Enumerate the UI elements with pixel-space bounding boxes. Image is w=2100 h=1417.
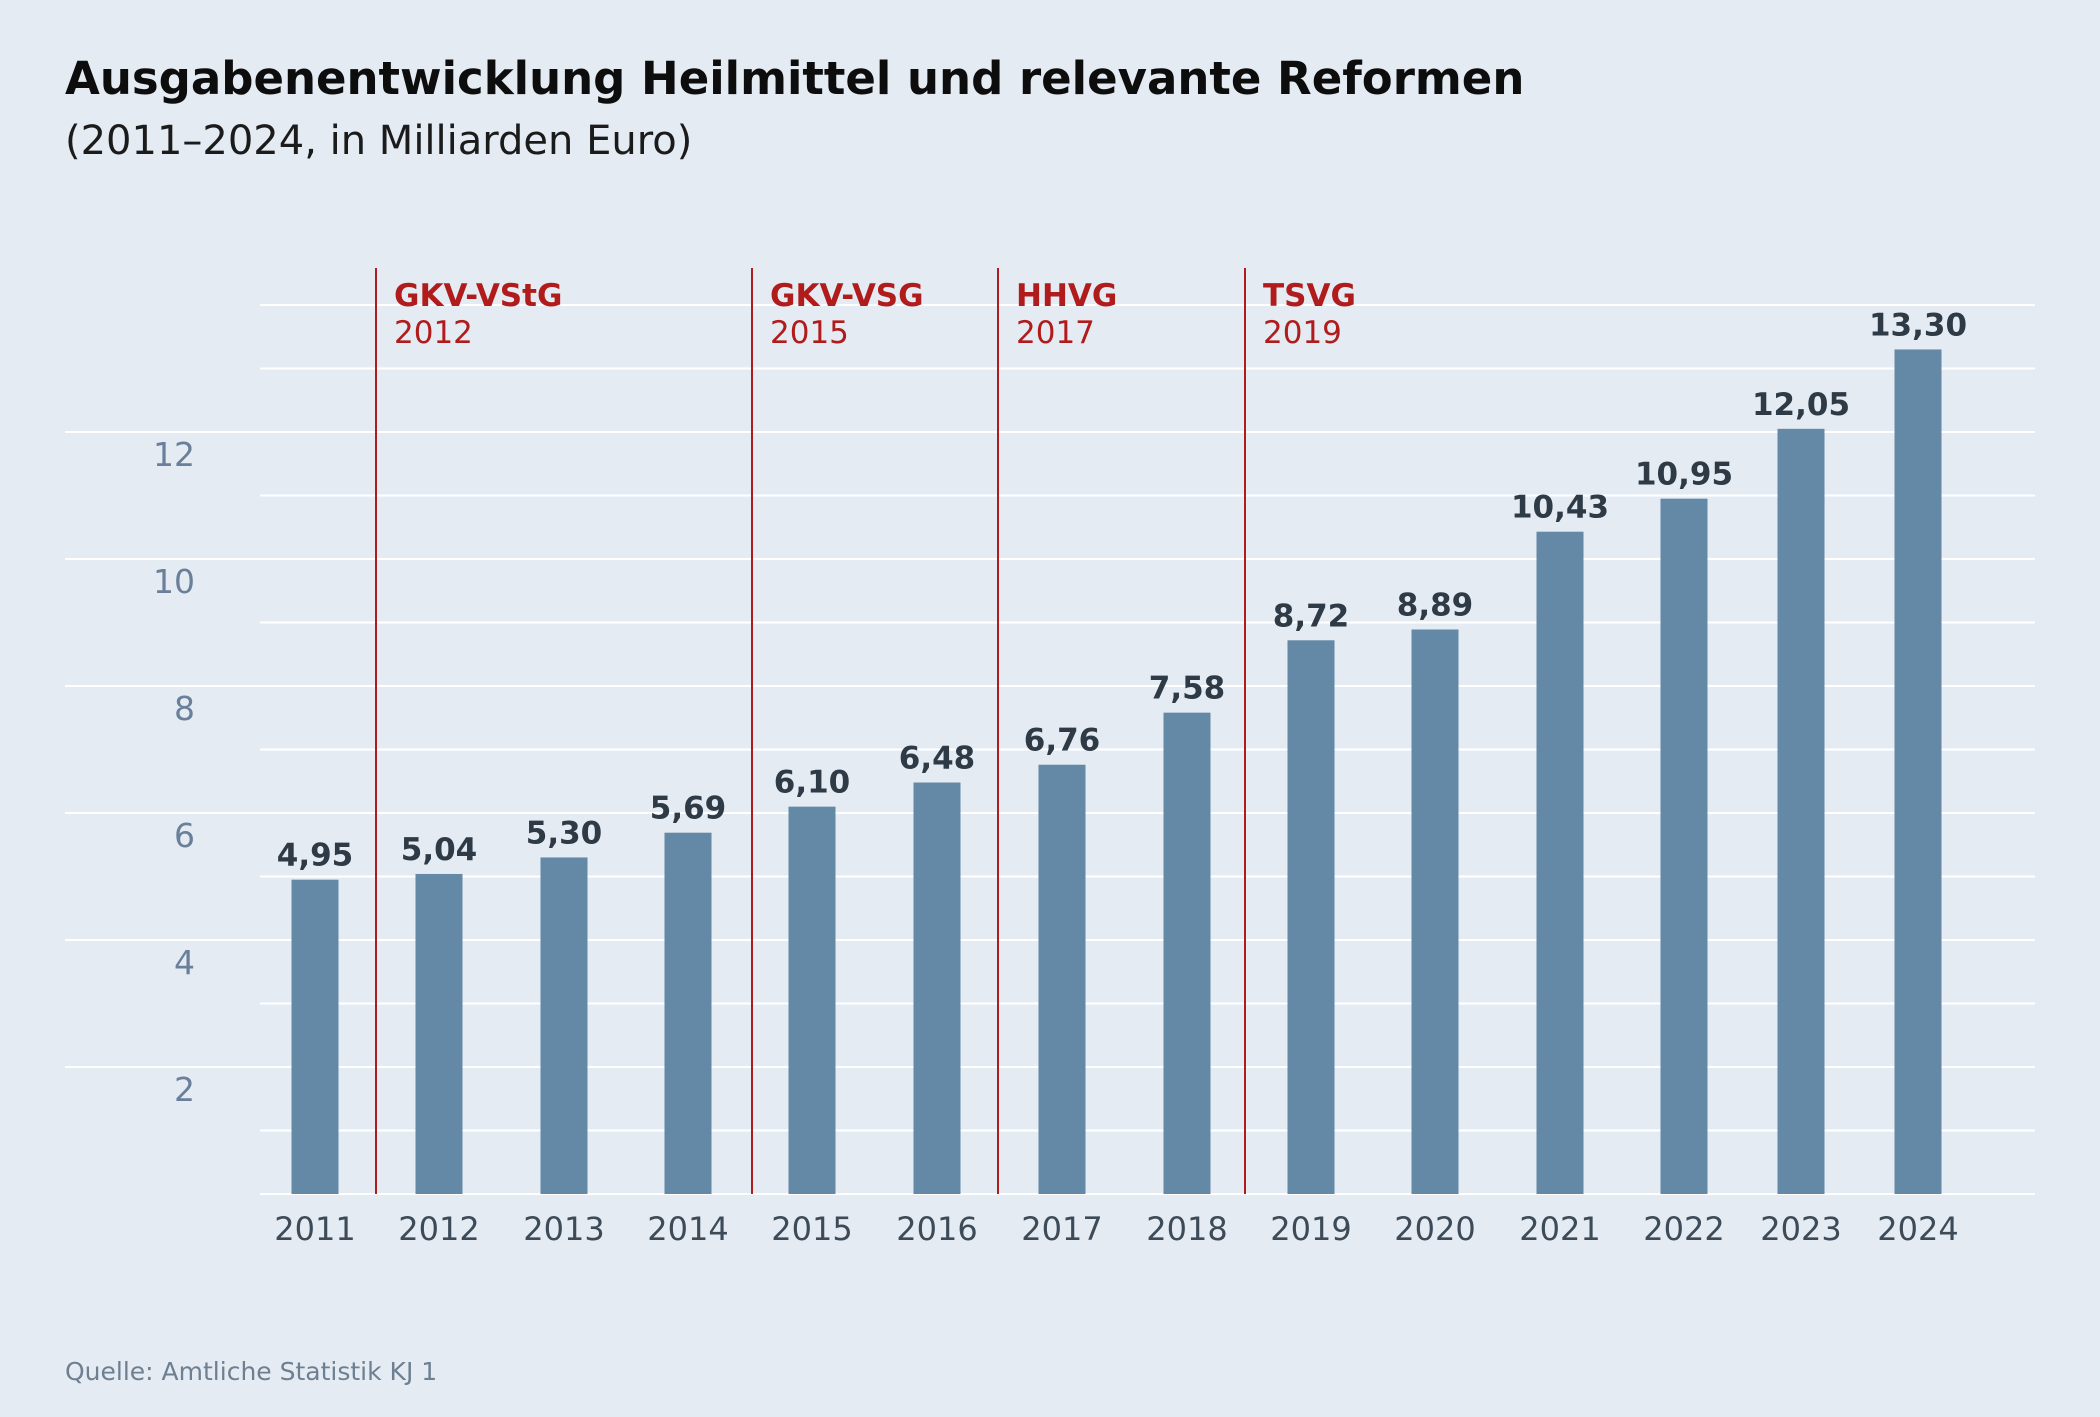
x-tick-label-2019: 2019 (1270, 1210, 1351, 1248)
bar-2024 (1894, 349, 1942, 1194)
bars (291, 349, 1942, 1194)
chart-title: Ausgabenentwicklung Heilmittel und relev… (65, 52, 1525, 105)
value-label-2016: 6,48 (899, 741, 976, 777)
x-axis-labels: 2011 2012 2013 2014 2015 2016 2017 2018 2019 2020… (274, 1210, 1958, 1248)
value-label-2014: 5,69 (650, 791, 727, 827)
value-label-2012: 5,04 (401, 832, 478, 868)
bar-2012 (415, 873, 463, 1194)
value-label-2015: 6,10 (774, 765, 851, 801)
bar-2013 (540, 857, 588, 1194)
x-tick-label-2020: 2020 (1394, 1210, 1475, 1248)
chart-subtitle: (2011–2024, in Milliarden Euro) (65, 118, 693, 164)
y-tick-label: 8 (174, 689, 195, 728)
bar-2021 (1536, 531, 1584, 1194)
x-tick-label-2014: 2014 (647, 1210, 728, 1248)
value-label-2020: 8,89 (1397, 587, 1474, 623)
y-tick-label: 2 (174, 1070, 195, 1109)
reform-year-2017: 2017 (1016, 315, 1095, 351)
x-tick-label-2016: 2016 (896, 1210, 977, 1248)
bar-2019 (1287, 640, 1335, 1194)
reform-year-2015: 2015 (770, 315, 849, 351)
x-tick-label-2023: 2023 (1760, 1210, 1841, 1248)
bar-2015 (788, 806, 836, 1194)
x-tick-label-2017: 2017 (1021, 1210, 1102, 1248)
bar-2011 (291, 879, 339, 1194)
value-labels: 4,95 5,04 5,30 5,69 6,10 6,48 6,76 7,58 8,72 8,89… (277, 307, 1967, 873)
source-note: Quelle: Amtliche Statistik KJ 1 (65, 1357, 438, 1386)
y-tick-label: 10 (153, 562, 195, 601)
y-tick-label: 6 (174, 816, 195, 855)
reform-name-2019: TSVG (1263, 278, 1356, 314)
reform-name-2015: GKV-VSG (770, 278, 924, 314)
bar-2023 (1777, 428, 1825, 1194)
value-label-2024: 13,30 (1869, 307, 1967, 343)
value-label-2013: 5,30 (526, 815, 603, 851)
y-tick-label: 12 (153, 435, 195, 474)
bar-2020 (1411, 629, 1459, 1194)
reform-name-2017: HHVG (1016, 278, 1117, 314)
x-tick-label-2013: 2013 (523, 1210, 604, 1248)
reform-name-2012: GKV-VStG (394, 278, 562, 314)
x-tick-label-2015: 2015 (771, 1210, 852, 1248)
x-tick-label-2011: 2011 (274, 1210, 355, 1248)
value-label-2023: 12,05 (1752, 387, 1850, 423)
bar-2016 (913, 782, 961, 1194)
value-label-2021: 10,43 (1511, 490, 1609, 526)
x-tick-label-2012: 2012 (398, 1210, 479, 1248)
reform-year-2019: 2019 (1263, 315, 1342, 351)
x-tick-label-2018: 2018 (1146, 1210, 1227, 1248)
x-tick-label-2022: 2022 (1643, 1210, 1724, 1248)
bar-2017 (1038, 764, 1086, 1194)
value-label-2018: 7,58 (1149, 671, 1226, 707)
value-label-2011: 4,95 (277, 838, 354, 874)
reform-year-2012: 2012 (394, 315, 473, 351)
value-label-2017: 6,76 (1024, 723, 1101, 759)
value-label-2019: 8,72 (1273, 598, 1350, 634)
x-tick-label-2024: 2024 (1877, 1210, 1958, 1248)
x-tick-label-2021: 2021 (1519, 1210, 1600, 1248)
y-axis-ticks: 2 4 6 8 10 12 (153, 435, 195, 1109)
value-label-2022: 10,95 (1635, 457, 1733, 493)
bar-2018 (1163, 712, 1211, 1194)
bar-2022 (1660, 498, 1708, 1194)
bar-2014 (664, 832, 712, 1194)
y-tick-label: 4 (174, 943, 195, 982)
